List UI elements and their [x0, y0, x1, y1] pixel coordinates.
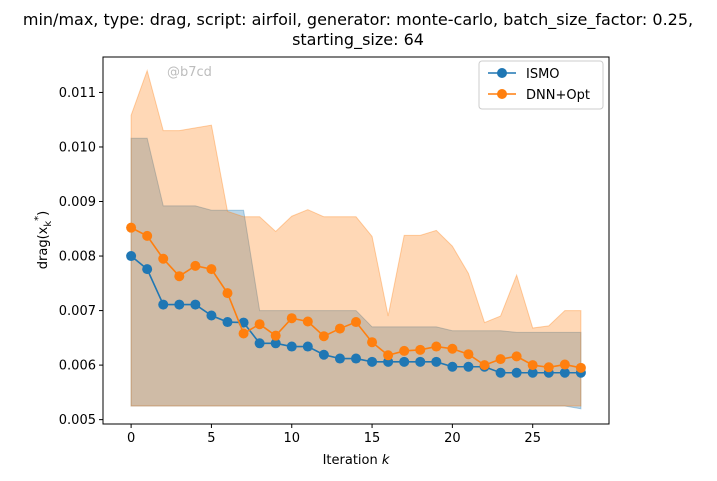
y-tick-label: 0.010 — [59, 140, 96, 155]
dnn-opt-point — [126, 222, 137, 233]
x-tick-label: 10 — [283, 431, 300, 446]
x-tick-label: 25 — [524, 431, 541, 446]
dnn-opt-point — [479, 360, 490, 371]
ismo-point — [270, 338, 281, 349]
y-axis-label: drag(xk*) — [33, 211, 54, 269]
ismo-point — [190, 299, 201, 310]
dnn-opt-point — [495, 354, 506, 365]
dnn-opt-point — [190, 260, 201, 271]
ismo-point — [334, 353, 345, 364]
plot-frame — [102, 56, 610, 425]
dnn-opt-point — [527, 360, 538, 371]
ismo-point — [318, 349, 329, 360]
legend-label-ismo: ISMO — [526, 67, 560, 82]
ismo-point — [206, 310, 217, 321]
ismo-point — [415, 356, 426, 367]
ismo-point — [158, 299, 169, 310]
legend: ISMO DNN+Opt — [478, 60, 604, 110]
chart-title-line1: min/max, type: drag, script: airfoil, ge… — [23, 10, 693, 30]
dnn-opt-point — [318, 331, 329, 342]
dnn-opt-point — [158, 253, 169, 264]
dnn-opt-point — [270, 330, 281, 341]
watermark-text: @b7cd — [167, 65, 212, 80]
ismo-point — [447, 361, 458, 372]
ismo-point — [222, 317, 233, 328]
ismo-point — [254, 338, 265, 349]
ismo-band — [130, 137, 582, 410]
legend-marker-ismo — [497, 68, 507, 78]
x-tick-label: 15 — [364, 431, 381, 446]
dnn-opt-point — [447, 343, 458, 354]
ismo-point — [495, 367, 506, 378]
ismo-point — [399, 356, 410, 367]
ismo-point — [431, 356, 442, 367]
ismo-point — [126, 251, 137, 262]
ismo-point — [527, 367, 538, 378]
x-tick-label: 5 — [207, 431, 215, 446]
dnn-opt-point — [511, 351, 522, 362]
ismo-point — [302, 341, 313, 352]
dnn-opt-point — [383, 350, 394, 361]
y-tick-label: 0.011 — [59, 86, 96, 101]
ismo-point — [559, 367, 570, 378]
dnn-opt-point — [334, 323, 345, 334]
dnn-opt-point — [254, 319, 265, 330]
ismo-point — [286, 341, 297, 352]
y-tick-label: 0.007 — [59, 304, 96, 319]
dnn-opt-point — [559, 359, 570, 370]
legend-marker-dnnopt — [497, 89, 507, 99]
dnn-opt-point — [286, 313, 297, 324]
lines-layer — [126, 222, 586, 378]
y-axis: 0.005 0.006 0.007 0.008 0.009 0.010 0.011 — [59, 86, 103, 428]
y-tick-label: 0.006 — [59, 359, 96, 374]
dnn-opt-point — [575, 362, 586, 373]
ismo-point — [351, 353, 361, 364]
dnn-opt-point — [431, 341, 442, 352]
dnn-opt-point — [367, 337, 378, 348]
dnn-opt-point — [174, 271, 185, 282]
dnn-opt-point — [142, 230, 153, 241]
legend-label-dnnopt: DNN+Opt — [526, 88, 590, 103]
ismo-point — [174, 299, 185, 310]
ismo-point — [463, 361, 474, 372]
ismo-point — [142, 264, 153, 275]
dnn-opt-point — [351, 317, 361, 328]
dnn-opt-point — [222, 288, 233, 299]
dnn-opt-point — [463, 349, 474, 360]
y-tick-label: 0.008 — [59, 250, 96, 265]
dnn-opt-point — [302, 316, 313, 327]
dnn-opt-point — [543, 362, 554, 373]
x-tick-label: 0 — [127, 431, 135, 446]
dnn-opt-point — [238, 328, 249, 339]
dnn-opt-point — [206, 264, 217, 275]
dnn-opt-point — [415, 344, 426, 355]
x-tick-label: 20 — [444, 431, 461, 446]
x-axis: 0 5 10 15 20 25 — [127, 424, 541, 446]
ismo-point — [367, 356, 378, 367]
dnn-opt-point — [399, 345, 410, 356]
y-tick-label: 0.005 — [59, 413, 96, 428]
ismo-point — [511, 367, 522, 378]
y-tick-label: 0.009 — [59, 195, 96, 210]
chart-title-line2: starting_size: 64 — [292, 30, 424, 50]
x-axis-label: Iteration k — [323, 453, 390, 468]
